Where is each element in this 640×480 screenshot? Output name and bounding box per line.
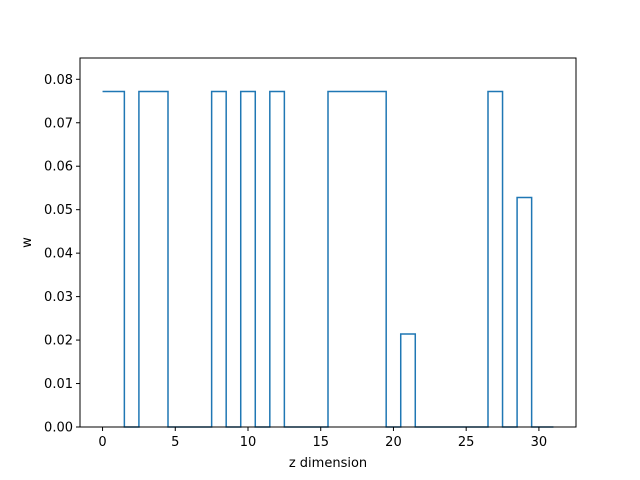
- y-tick-label: 0.00: [44, 421, 73, 436]
- plot-area: [102, 90, 554, 428]
- y-tick-label: 0.05: [44, 203, 73, 218]
- y-tick-label: 0.04: [44, 247, 73, 262]
- y-tick-label: 0.02: [44, 334, 73, 349]
- x-tick-label: 20: [385, 435, 402, 450]
- y-tick-label: 0.06: [44, 160, 73, 175]
- x-tick-label: 15: [312, 435, 329, 450]
- series-step-line: [102, 90, 554, 428]
- x-tick-label: 30: [531, 435, 548, 450]
- y-tick-label: 0.01: [44, 377, 73, 392]
- axes-frame: [79, 57, 577, 428]
- y-tick-label: 0.08: [44, 73, 73, 88]
- x-tick-label: 10: [240, 435, 257, 450]
- x-tick-label: 0: [98, 435, 106, 450]
- y-axis-label: w: [20, 237, 35, 248]
- x-axis-label: z dimension: [289, 456, 367, 471]
- x-tick-label: 5: [171, 435, 179, 450]
- y-tick-label: 0.07: [44, 116, 73, 131]
- x-tick-label: 25: [458, 435, 475, 450]
- x-axis-ticks: 0 5 10 15 20 25 30: [98, 427, 547, 450]
- y-axis-ticks: 0.00 0.01 0.02 0.03 0.04 0.05 0.06 0.07 0.08: [44, 73, 80, 436]
- y-tick-label: 0.03: [44, 290, 73, 305]
